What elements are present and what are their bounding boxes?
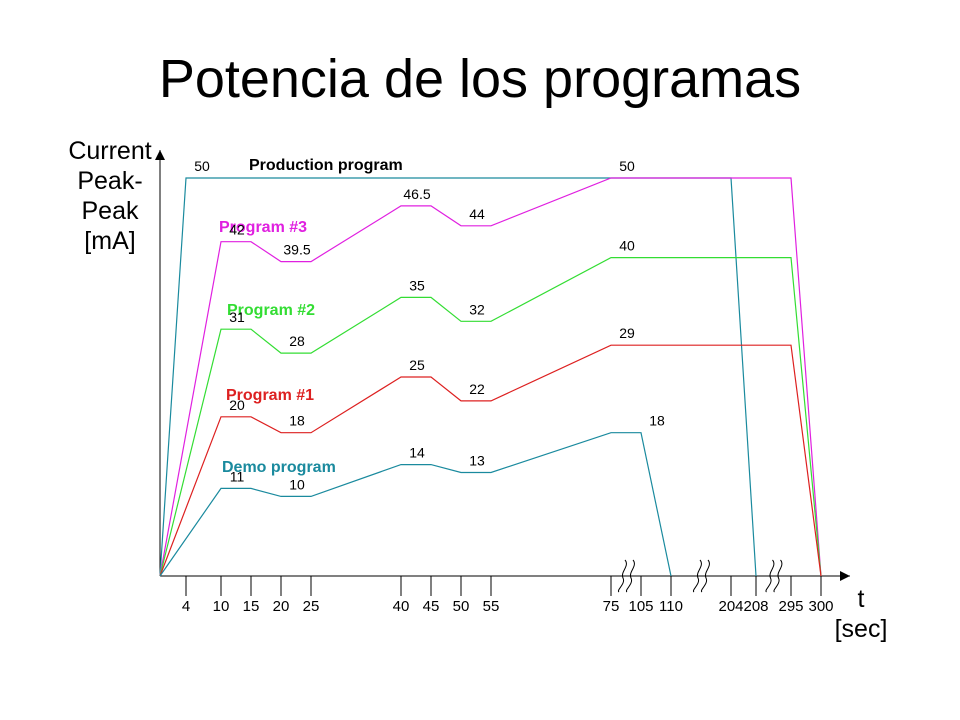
series-line [159, 177, 757, 577]
series-line [159, 257, 822, 577]
y-axis-title-line: [mA] [84, 227, 136, 255]
value-label: 50 [194, 158, 210, 174]
x-tick-label: 204 [718, 598, 743, 615]
value-label: 42 [229, 222, 245, 238]
x-tick-label: 10 [213, 598, 230, 615]
x-tick-label: 110 [659, 598, 683, 615]
axis-break-mark [625, 559, 635, 593]
axis-break-mark [700, 559, 710, 593]
value-label: 29 [619, 325, 635, 341]
x-tick-label: 15 [243, 598, 260, 615]
y-axis-title-line: Peak- [77, 167, 143, 195]
axis-break-mark [617, 559, 627, 593]
value-label: 35 [409, 277, 425, 293]
x-tick-label: 75 [603, 598, 620, 615]
value-label: 22 [469, 381, 485, 397]
labels: Production program 50 50 Program #342 39.5 46… [194, 157, 665, 492]
x-tick-label: 20 [273, 598, 290, 615]
x-tick-label: 295 [778, 598, 803, 615]
value-label: 11 [230, 468, 245, 484]
series-line [159, 177, 822, 577]
x-tick-label: 4 [182, 598, 190, 615]
y-axis-title: Current Peak- Peak [mA] [58, 136, 162, 256]
value-label: 44 [469, 206, 485, 222]
series-name-label: Program #1 [226, 387, 314, 404]
y-axis-arrow [155, 150, 165, 160]
value-label: 10 [289, 476, 305, 492]
value-label: 46.5 [403, 186, 430, 202]
value-label: 28 [289, 333, 305, 349]
x-tick-label: 300 [808, 598, 833, 615]
series-name-label: Program #2 [227, 302, 315, 319]
value-label: 39.5 [283, 242, 310, 258]
axis-break-mark [773, 559, 783, 593]
x-tick-label: 208 [743, 598, 768, 615]
x-axis-arrow [840, 571, 850, 581]
value-label: 18 [649, 413, 665, 429]
x-tick-label: 105 [628, 598, 653, 615]
value-label: 40 [619, 238, 635, 254]
x-tick-label: 55 [483, 598, 500, 615]
axes [155, 150, 850, 581]
series-line [159, 432, 672, 577]
x-axis-title-line: t [857, 585, 865, 613]
value-label: 50 [619, 158, 635, 174]
y-axis-title-line: Current [68, 137, 152, 165]
x-tick-label: 50 [453, 598, 470, 615]
value-label: 13 [469, 453, 485, 469]
axis-break-mark [765, 559, 775, 593]
value-label: 14 [409, 445, 425, 461]
series-lines [159, 177, 822, 577]
x-axis-title-line: [sec] [834, 615, 888, 643]
x-ticks: 4 10 15 20 25 40 45 50 55 75 105 110 204 208 295 300 [182, 576, 834, 615]
value-label: 20 [229, 397, 245, 413]
series-line [159, 344, 822, 577]
x-tick-label: 45 [423, 598, 440, 615]
series-name-label: Demo program [222, 459, 336, 476]
x-tick-label: 40 [393, 598, 410, 615]
x-axis-title: t [sec] [826, 584, 896, 644]
series-name-label: Program #3 [219, 219, 307, 236]
x-tick-label: 25 [303, 598, 320, 615]
value-label: 18 [289, 413, 305, 429]
slide-title: Potencia de los programas [158, 49, 802, 109]
axis-break-mark [692, 559, 702, 593]
value-label: 31 [229, 309, 245, 325]
axis-breaks [617, 559, 783, 593]
y-axis-title-line: Peak [81, 197, 139, 225]
series-name-label: Production program [249, 157, 403, 174]
value-label: 25 [409, 357, 425, 373]
value-label: 32 [469, 301, 485, 317]
